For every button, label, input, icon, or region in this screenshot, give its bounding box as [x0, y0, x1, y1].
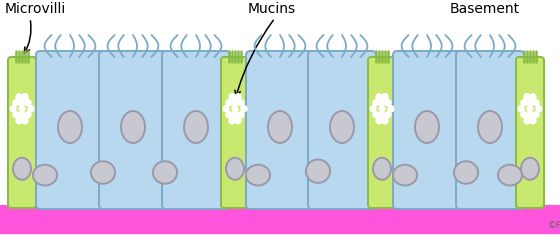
Circle shape: [530, 94, 536, 100]
Ellipse shape: [330, 111, 354, 143]
Circle shape: [25, 112, 31, 118]
PathPatch shape: [386, 159, 424, 205]
Ellipse shape: [91, 161, 115, 184]
Circle shape: [16, 94, 22, 100]
Circle shape: [22, 94, 28, 100]
FancyBboxPatch shape: [246, 51, 314, 209]
Circle shape: [19, 106, 25, 112]
Ellipse shape: [13, 158, 31, 180]
Circle shape: [385, 112, 391, 118]
Ellipse shape: [268, 111, 292, 143]
PathPatch shape: [84, 155, 122, 205]
Circle shape: [521, 100, 527, 106]
Circle shape: [238, 100, 244, 106]
Circle shape: [527, 112, 533, 118]
Circle shape: [10, 106, 16, 112]
Text: Mucins: Mucins: [248, 2, 296, 16]
Circle shape: [25, 100, 31, 106]
Ellipse shape: [521, 158, 539, 180]
Ellipse shape: [393, 165, 417, 186]
FancyBboxPatch shape: [221, 57, 249, 208]
Circle shape: [527, 106, 533, 112]
Circle shape: [379, 106, 385, 112]
Circle shape: [524, 94, 530, 100]
Circle shape: [388, 106, 394, 112]
Bar: [0, 205, 560, 233]
Circle shape: [13, 112, 19, 118]
FancyBboxPatch shape: [456, 51, 524, 209]
FancyBboxPatch shape: [516, 57, 544, 208]
Circle shape: [373, 100, 379, 106]
Ellipse shape: [184, 111, 208, 143]
Circle shape: [241, 106, 247, 112]
Circle shape: [19, 112, 25, 118]
Circle shape: [229, 118, 235, 124]
Ellipse shape: [454, 161, 478, 184]
Circle shape: [22, 118, 28, 124]
Ellipse shape: [246, 165, 270, 186]
Ellipse shape: [121, 111, 145, 143]
Circle shape: [373, 112, 379, 118]
PathPatch shape: [26, 159, 64, 205]
PathPatch shape: [299, 153, 337, 205]
PathPatch shape: [447, 155, 485, 205]
Ellipse shape: [478, 111, 502, 143]
Text: Basement: Basement: [450, 2, 520, 16]
Circle shape: [376, 118, 382, 124]
Circle shape: [28, 106, 34, 112]
Circle shape: [238, 112, 244, 118]
PathPatch shape: [146, 155, 184, 205]
Ellipse shape: [33, 165, 57, 186]
Ellipse shape: [306, 160, 330, 183]
Text: ©Fa: ©Fa: [548, 221, 560, 230]
Circle shape: [232, 100, 238, 106]
Text: Microvilli: Microvilli: [5, 2, 66, 16]
FancyBboxPatch shape: [36, 51, 104, 209]
Circle shape: [232, 112, 238, 118]
Circle shape: [530, 118, 536, 124]
Circle shape: [524, 118, 530, 124]
Circle shape: [379, 112, 385, 118]
Circle shape: [533, 112, 539, 118]
Ellipse shape: [58, 111, 82, 143]
Ellipse shape: [373, 158, 391, 180]
FancyBboxPatch shape: [308, 51, 376, 209]
Circle shape: [229, 94, 235, 100]
Circle shape: [518, 106, 524, 112]
Circle shape: [521, 112, 527, 118]
Circle shape: [16, 118, 22, 124]
Circle shape: [226, 100, 232, 106]
Ellipse shape: [415, 111, 439, 143]
Circle shape: [527, 100, 533, 106]
Circle shape: [19, 100, 25, 106]
Circle shape: [382, 118, 388, 124]
FancyBboxPatch shape: [99, 51, 167, 209]
Circle shape: [382, 94, 388, 100]
Circle shape: [376, 94, 382, 100]
Circle shape: [370, 106, 376, 112]
Circle shape: [13, 100, 19, 106]
Ellipse shape: [153, 161, 177, 184]
FancyBboxPatch shape: [393, 51, 461, 209]
Circle shape: [226, 112, 232, 118]
PathPatch shape: [239, 159, 277, 205]
Circle shape: [223, 106, 229, 112]
FancyBboxPatch shape: [8, 57, 36, 208]
Circle shape: [235, 118, 241, 124]
Circle shape: [385, 100, 391, 106]
Circle shape: [533, 100, 539, 106]
FancyBboxPatch shape: [162, 51, 230, 209]
Ellipse shape: [498, 165, 522, 186]
Circle shape: [235, 94, 241, 100]
PathPatch shape: [491, 159, 529, 205]
Circle shape: [536, 106, 542, 112]
FancyBboxPatch shape: [368, 57, 396, 208]
Circle shape: [379, 100, 385, 106]
Circle shape: [232, 106, 238, 112]
Ellipse shape: [226, 158, 244, 180]
